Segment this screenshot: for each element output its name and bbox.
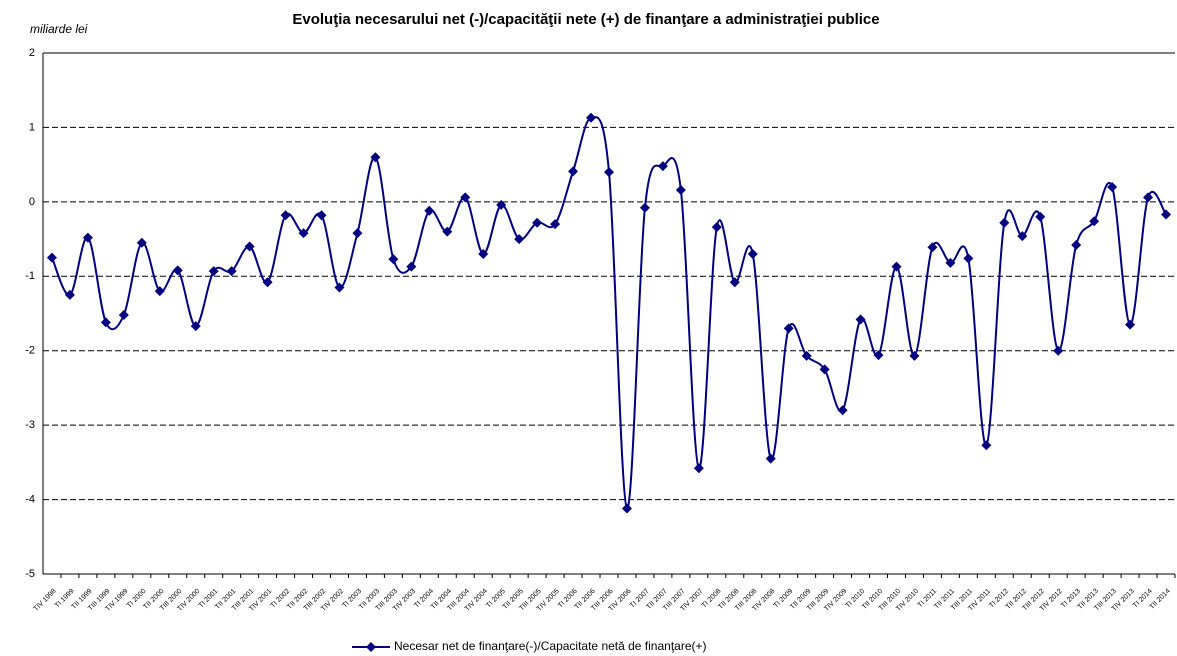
y-tick-label: 0	[29, 196, 35, 208]
data-point	[909, 350, 920, 361]
data-point	[208, 266, 219, 277]
y-axis-label: miliarde lei	[30, 22, 88, 36]
data-point	[442, 226, 453, 237]
data-point	[298, 228, 309, 239]
data-point	[1035, 211, 1046, 222]
y-tick-label: 2	[29, 47, 35, 59]
data-point	[981, 440, 992, 451]
data-point	[873, 350, 884, 361]
data-point	[496, 199, 507, 210]
data-point	[262, 277, 273, 288]
data-point	[621, 503, 632, 514]
data-point	[280, 210, 291, 221]
data-point	[837, 405, 848, 416]
data-point	[586, 112, 597, 123]
data-point	[1107, 181, 1118, 192]
legend-label: Necesar net de finanţare(-)/Capacitate n…	[394, 639, 707, 653]
x-tick-label: TIV 1998	[33, 588, 58, 613]
data-point	[136, 237, 147, 248]
y-tick-label: -3	[25, 419, 35, 431]
data-point	[118, 309, 129, 320]
data-point	[550, 219, 561, 230]
data-point	[334, 282, 345, 293]
data-point	[1089, 216, 1100, 227]
data-point	[1053, 345, 1064, 356]
data-point	[711, 222, 722, 233]
data-point	[388, 254, 399, 265]
legend-marker	[366, 642, 376, 652]
data-point	[172, 265, 183, 276]
data-point	[1161, 209, 1172, 220]
y-tick-label: 1	[29, 121, 35, 133]
data-point	[891, 261, 902, 272]
data-point	[46, 252, 57, 263]
y-tick-label: -2	[25, 345, 35, 357]
data-point	[190, 321, 201, 332]
data-point	[406, 261, 417, 272]
y-tick-label: -4	[25, 493, 35, 505]
data-point	[478, 248, 489, 259]
data-point	[945, 257, 956, 268]
data-point	[82, 232, 93, 243]
data-point	[783, 323, 794, 334]
data-point	[819, 364, 830, 375]
data-point	[729, 277, 740, 288]
data-point	[1125, 319, 1136, 330]
data-point	[693, 463, 704, 474]
y-tick-label: -1	[25, 270, 35, 282]
data-point	[963, 253, 974, 264]
data-point	[675, 184, 686, 195]
data-point	[1143, 192, 1154, 203]
data-point	[657, 161, 668, 172]
data-point	[460, 192, 471, 203]
data-point	[532, 217, 543, 228]
data-point	[765, 453, 776, 464]
data-point	[927, 242, 938, 253]
data-point	[424, 205, 435, 216]
data-point	[639, 202, 650, 213]
data-point	[1017, 231, 1028, 242]
data-point	[855, 314, 866, 325]
chart-title: Evoluţia necesarului net (-)/capacităţii…	[292, 11, 879, 28]
data-point	[568, 166, 579, 177]
data-point	[316, 210, 327, 221]
data-point	[100, 317, 111, 328]
data-point	[999, 217, 1010, 228]
data-point	[1071, 240, 1082, 251]
data-point	[370, 152, 381, 163]
data-point	[801, 350, 812, 361]
y-tick-label: -5	[25, 568, 35, 580]
data-point	[747, 248, 758, 259]
data-point	[604, 167, 614, 178]
data-point	[154, 286, 165, 297]
data-point	[514, 234, 525, 245]
data-point	[64, 289, 75, 300]
data-point	[226, 266, 237, 277]
data-point	[244, 241, 255, 252]
data-point	[352, 228, 363, 239]
